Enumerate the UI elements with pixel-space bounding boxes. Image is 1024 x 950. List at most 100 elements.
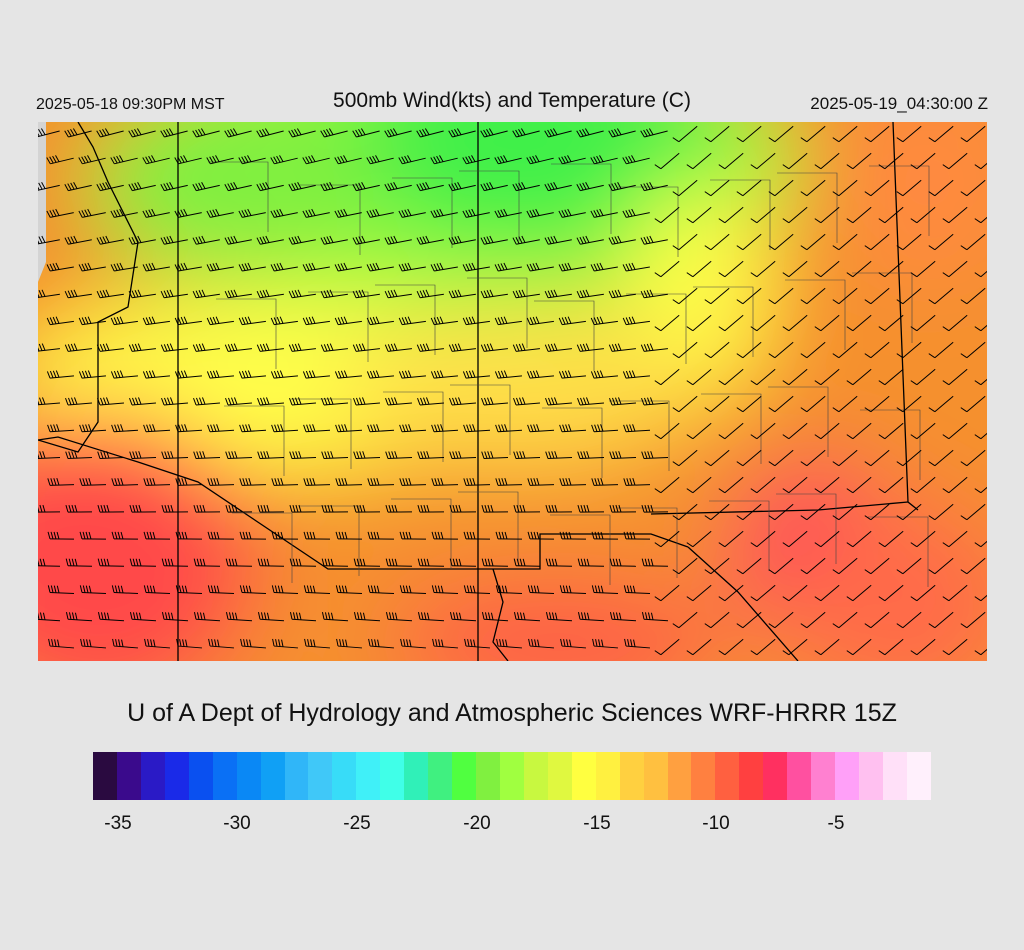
wind-barb [272,638,299,649]
wind-barb [257,504,285,513]
colorbar-swatch [476,752,500,800]
wind-barb [302,155,330,165]
wind-barb [704,449,730,467]
colorbar-swatch [332,752,357,800]
wind-barb [238,208,266,218]
wind-barb [704,287,730,305]
wind-barb [846,422,872,440]
wind-barb [320,343,348,352]
wind-barb [896,557,922,575]
wind-barb [336,638,363,649]
wind-barb [38,182,60,192]
wind-barb [353,397,381,406]
wind-barb [352,343,380,352]
wind-barb [608,128,636,138]
wind-barb [206,262,234,272]
wind-barb [768,449,794,467]
wind-barb [960,125,986,143]
wind-barb [878,260,904,278]
wind-barb [896,611,922,629]
county-line [375,284,436,355]
colorbar-swatch [906,752,931,800]
wind-barb [814,152,840,170]
wind-barb [303,531,331,540]
wind-barb [622,155,650,165]
wind-barb [496,638,523,649]
wind-barb [238,262,266,272]
wind-barb [384,182,412,192]
wind-barb [974,476,987,494]
wind-barb [256,235,284,245]
wind-barb [288,289,316,299]
colorbar-swatch [260,752,285,800]
wind-barb [320,289,348,299]
wind-barb [782,584,808,602]
wind-barb [896,341,922,359]
wind-barb [641,451,669,460]
wind-barb [224,128,252,138]
wind-barb [257,397,285,406]
county-line [459,170,520,241]
wind-barb [960,611,986,629]
wind-barb [174,155,202,165]
wind-barb [494,370,522,379]
wind-barb [800,449,826,467]
wind-barb [832,503,858,521]
wind-barb [672,449,698,467]
colorbar-swatch [787,752,812,800]
wind-barb [590,316,618,326]
wind-barb [48,638,75,649]
wind-barb [416,182,444,192]
county-line [768,386,829,457]
wind-barb [96,289,124,299]
wind-barb [750,260,776,278]
wind-barb [289,504,317,513]
wind-barb [928,341,954,359]
wind-barb [417,612,445,622]
wind-barb [96,235,124,245]
colorbar-swatch [882,752,907,800]
wind-barb [321,612,349,622]
wind-barb [704,611,730,629]
wind-barb [768,125,794,143]
wind-barb [974,152,987,170]
wind-barb [942,476,968,494]
credit-text: U of A Dept of Hydrology and Atmospheric… [127,699,897,727]
wind-barb [718,530,744,548]
wind-barb [750,206,776,224]
wind-barb [449,451,477,460]
wind-barb [527,585,555,595]
wind-barb [576,343,604,352]
wind-barb [430,370,458,379]
wind-barb [448,289,476,299]
wind-barb [558,370,586,379]
wind-barb [878,152,904,170]
wind-barb [161,558,189,567]
wind-barb [112,638,139,649]
colorbar-swatch [308,752,333,800]
wind-barb [654,260,680,278]
colorbar-swatch [93,752,117,800]
county-line [617,507,678,578]
wind-barb [896,125,922,143]
county-line [467,277,528,348]
wind-barb [942,638,968,656]
wind-barb [110,155,138,165]
wind-barb [480,128,508,138]
wind-barb [240,638,267,649]
wind-barb [289,558,317,567]
wind-barb [512,128,540,138]
wind-barb [192,289,220,299]
wind-barb [814,530,840,548]
wind-barb [208,638,235,649]
wind-barb [384,343,412,352]
wind-barb [527,477,555,486]
wind-barb [270,208,298,218]
wind-barb [431,585,459,595]
wind-barb [750,152,776,170]
wind-barb [481,451,509,460]
wind-barb [814,206,840,224]
wind-barb [654,584,680,602]
wind-barb [225,612,253,622]
wind-barb [321,397,349,406]
